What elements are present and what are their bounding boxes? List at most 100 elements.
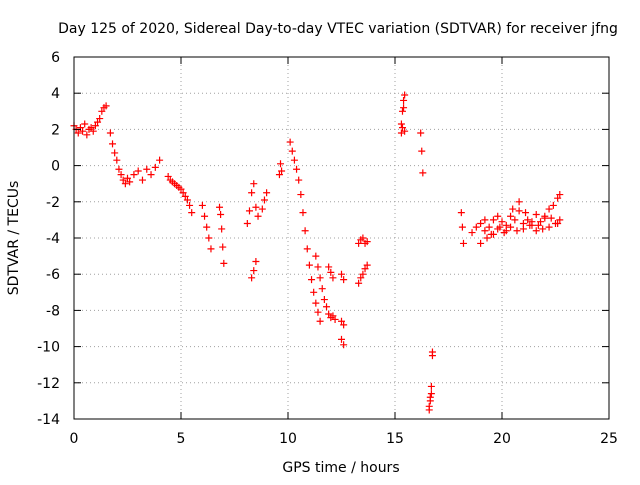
data-point: [494, 212, 502, 220]
data-point: [355, 239, 363, 247]
data-point: [79, 127, 87, 135]
data-point: [293, 165, 301, 173]
data-point: [252, 203, 260, 211]
data-point: [477, 239, 485, 247]
data-point: [363, 238, 371, 246]
data-point: [323, 303, 331, 311]
x-axis-title: GPS time / hours: [282, 460, 399, 476]
data-point: [363, 261, 371, 269]
data-point: [426, 397, 434, 405]
data-point: [401, 91, 409, 99]
data-point: [126, 178, 134, 186]
data-point: [537, 218, 545, 226]
data-point: [186, 201, 194, 209]
data-point: [201, 212, 209, 220]
data-point: [286, 138, 294, 146]
data-point: [489, 216, 497, 224]
data-point: [134, 167, 142, 175]
x-tick-label: 25: [600, 431, 618, 447]
data-point: [316, 317, 324, 325]
y-tick-label: -4: [46, 231, 60, 247]
data-point: [138, 176, 146, 184]
data-point: [359, 234, 367, 242]
data-point: [485, 223, 493, 231]
data-point: [164, 172, 172, 180]
data-point: [252, 258, 260, 266]
data-point: [301, 227, 309, 235]
data-point: [250, 180, 258, 188]
data-point: [83, 131, 91, 139]
data-point: [248, 274, 256, 282]
data-point: [427, 382, 435, 390]
data-point: [547, 214, 555, 222]
data-point: [325, 310, 333, 318]
data-point: [308, 276, 316, 284]
data-point: [243, 220, 251, 228]
data-point: [216, 203, 224, 211]
x-tick-label: 15: [386, 431, 404, 447]
data-point: [288, 147, 296, 155]
data-point: [481, 227, 489, 235]
y-tick-label: -2: [46, 195, 60, 211]
data-point: [179, 189, 187, 197]
data-point: [325, 263, 333, 271]
data-point: [496, 223, 504, 231]
data-point: [498, 218, 506, 226]
data-point: [340, 321, 348, 329]
data-point: [217, 210, 225, 218]
data-point: [355, 279, 363, 287]
data-point: [532, 227, 540, 235]
data-point: [156, 156, 164, 164]
data-point: [556, 216, 564, 224]
data-point: [511, 216, 519, 224]
data-point: [183, 196, 191, 204]
data-point: [400, 104, 408, 112]
data-point: [245, 207, 253, 215]
axis-ticks: [73, 56, 610, 420]
data-point: [91, 122, 99, 130]
data-point: [198, 201, 206, 209]
data-point: [147, 171, 155, 179]
data-points: [70, 91, 564, 414]
data-point: [472, 223, 480, 231]
data-point: [428, 348, 436, 356]
data-point: [102, 102, 110, 110]
data-point: [549, 201, 557, 209]
data-point: [254, 212, 262, 220]
data-point: [361, 265, 369, 273]
data-point: [519, 225, 527, 233]
data-point: [106, 129, 114, 137]
data-point: [507, 212, 515, 220]
data-point: [219, 243, 227, 251]
data-point: [310, 288, 318, 296]
chart-title: Day 125 of 2020, Sidereal Day-to-day VTE…: [58, 21, 618, 37]
x-tick-label: 0: [70, 431, 79, 447]
data-point: [397, 120, 405, 128]
y-tick-label: 2: [51, 122, 60, 138]
data-point: [130, 171, 138, 179]
data-point: [340, 276, 348, 284]
data-point: [502, 227, 510, 235]
data-point: [113, 156, 121, 164]
y-tick-label: -8: [46, 303, 60, 319]
data-point: [524, 216, 532, 224]
data-point: [96, 115, 104, 123]
data-point: [277, 160, 285, 168]
data-point: [320, 296, 328, 304]
data-point: [515, 198, 523, 206]
data-point: [425, 406, 433, 414]
data-point: [181, 192, 189, 200]
gridlines: [74, 57, 609, 419]
data-point: [457, 209, 465, 217]
data-point: [528, 218, 536, 226]
data-point: [297, 191, 305, 199]
data-point: [545, 223, 553, 231]
data-point: [205, 234, 213, 242]
y-tick-label: -12: [37, 376, 60, 392]
data-point: [534, 221, 542, 229]
y-tick-label: -6: [46, 267, 60, 283]
data-point: [109, 140, 117, 148]
